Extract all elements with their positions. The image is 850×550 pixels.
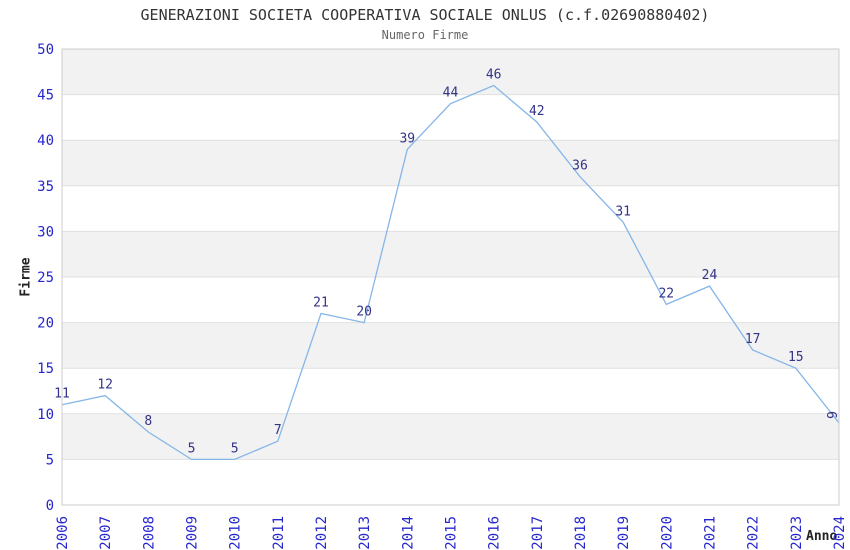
x-tick-label: 2024 <box>832 516 848 550</box>
x-tick-label: 2009 <box>185 516 201 550</box>
data-point-label: 42 <box>529 104 545 119</box>
band-white <box>62 185 839 232</box>
data-point-label: 39 <box>399 131 415 146</box>
band-white <box>62 94 839 141</box>
background-bands <box>62 49 839 505</box>
data-point-label: 5 <box>188 441 196 456</box>
border-rect <box>61 48 840 506</box>
x-tick-label: 2021 <box>703 516 719 550</box>
band-white <box>62 368 839 414</box>
x-tick-label: 2006 <box>55 516 71 550</box>
band-gray <box>62 322 839 369</box>
data-point-label: 36 <box>572 159 588 174</box>
x-tick-label: 2008 <box>141 516 157 550</box>
data-point-label: 24 <box>702 268 718 283</box>
band-gray <box>62 49 839 95</box>
x-tick-label: 2011 <box>271 516 287 550</box>
data-labels: 11 12 8 5 5 7 21 20 39 44 46 42 36 31 22 24 17 15 9 <box>54 68 841 457</box>
y-tick-label: 0 <box>46 498 54 514</box>
data-point-label: 17 <box>745 332 761 347</box>
x-tick-label: 2023 <box>789 516 805 550</box>
series-polyline <box>61 84 840 461</box>
data-point-label: 20 <box>356 305 372 320</box>
x-axis-label: Anno <box>806 529 838 544</box>
x-tick-label: 2022 <box>746 516 762 550</box>
x-tick-label: 2019 <box>616 516 632 550</box>
band-white <box>62 459 839 505</box>
x-tick-label: 2020 <box>659 516 675 550</box>
data-point-label: 31 <box>615 204 631 219</box>
band-gray <box>62 140 839 186</box>
y-tick-label: 35 <box>37 179 54 195</box>
data-point-label: 5 <box>231 441 239 456</box>
y-tick-label: 50 <box>37 42 54 58</box>
chart-subtitle: Numero Firme <box>381 28 469 42</box>
chart-title: GENERAZIONI SOCIETA COOPERATIVA SOCIALE … <box>140 6 710 24</box>
x-tick-label: 2013 <box>357 516 373 550</box>
y-tick-label: 30 <box>37 224 54 240</box>
band-gray <box>62 413 839 460</box>
x-tick-label: 2018 <box>573 516 589 550</box>
x-tick-label: 2017 <box>530 516 546 550</box>
data-point-label: 11 <box>54 387 70 402</box>
y-tick-label: 15 <box>37 361 54 377</box>
data-point-label: 46 <box>486 68 502 83</box>
x-tick-labels: 2006 2007 2008 2009 2010 2011 2012 2013 2014 2015… <box>55 516 848 550</box>
data-point-label: 22 <box>658 286 674 301</box>
band-gray <box>62 231 839 277</box>
data-point-label: 7 <box>274 423 282 438</box>
data-point-label: 15 <box>788 350 804 365</box>
data-point-label: 9 <box>826 411 841 419</box>
y-tick-label: 25 <box>37 270 54 286</box>
x-tick-label: 2014 <box>400 516 416 550</box>
x-tick-label: 2016 <box>487 516 503 550</box>
y-tick-label: 20 <box>37 316 54 332</box>
data-point-label: 12 <box>97 378 113 393</box>
y-tick-labels: 0 5 10 15 20 25 30 35 40 45 50 <box>37 42 54 514</box>
y-tick-label: 5 <box>46 452 54 468</box>
gridlines <box>62 94 839 460</box>
x-tick-label: 2012 <box>314 516 330 550</box>
plot-border <box>61 48 840 506</box>
x-tick-label: 2015 <box>444 516 460 550</box>
band-white <box>62 277 839 323</box>
x-tick-label: 2007 <box>98 516 114 550</box>
series-line <box>61 84 840 461</box>
data-point-label: 44 <box>443 86 459 101</box>
data-point-label: 8 <box>144 414 152 429</box>
y-tick-label: 10 <box>37 407 54 423</box>
y-tick-label: 45 <box>37 88 54 104</box>
y-tick-label: 40 <box>37 133 54 149</box>
x-tick-label: 2010 <box>228 516 244 550</box>
data-point-label: 21 <box>313 296 329 311</box>
